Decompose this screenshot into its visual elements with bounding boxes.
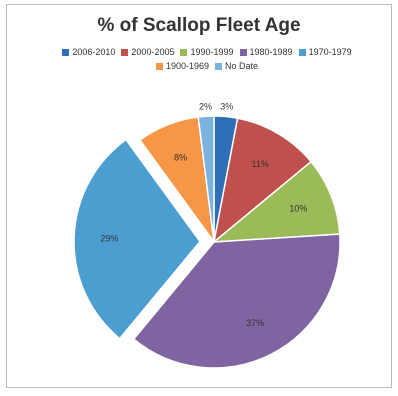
pie-slice-1970-1979: [73, 138, 201, 340]
pie-data-label: 11%: [252, 159, 269, 169]
legend-label: 1990-1999: [190, 47, 234, 57]
legend-label: 1970-1979: [308, 47, 352, 57]
legend-item: 1980-1989: [239, 47, 293, 57]
legend-swatch: [239, 48, 247, 56]
legend-label: No Date: [225, 61, 259, 71]
legend-item: 1990-1999: [180, 47, 234, 57]
pie-slice-1990-1999: [211, 160, 341, 243]
legend-item: 1900-1969: [155, 61, 209, 71]
legend-swatch: [215, 62, 222, 70]
legend-label: 1980-1989: [249, 47, 293, 57]
legend-swatch: [155, 62, 163, 70]
legend-item: 2006-2010: [62, 47, 115, 57]
pie-data-label: 10%: [289, 204, 307, 214]
chart-legend: 2006-2010 2000-2005 1990-1999 1980-1989 1970…: [47, 47, 367, 71]
pie-data-label: 37%: [246, 318, 264, 328]
pie-data-label: 3%: [220, 102, 233, 112]
legend-item: 1970-1979: [298, 47, 352, 57]
pie-data-label: 29%: [100, 234, 118, 244]
legend-swatch: [180, 48, 188, 56]
legend-swatch: [121, 48, 129, 56]
pie-slice-no-date: [197, 115, 215, 243]
pie-data-label: 8%: [174, 153, 187, 163]
chart-title: % of Scallop Fleet Age: [97, 15, 301, 36]
legend-swatch: [62, 48, 70, 56]
pie-slice-1980-1989: [132, 233, 341, 369]
legend-label: 1900-1969: [165, 61, 209, 71]
legend-swatch: [298, 48, 306, 56]
legend-item: 2000-2005: [121, 47, 174, 57]
legend-label: 2006-2010: [72, 47, 116, 57]
legend-item: No Date: [215, 61, 258, 71]
legend-label: 2000-2005: [131, 47, 175, 57]
pie-slice-2000-2005: [212, 117, 313, 244]
pie-data-label: 2%: [199, 101, 212, 111]
